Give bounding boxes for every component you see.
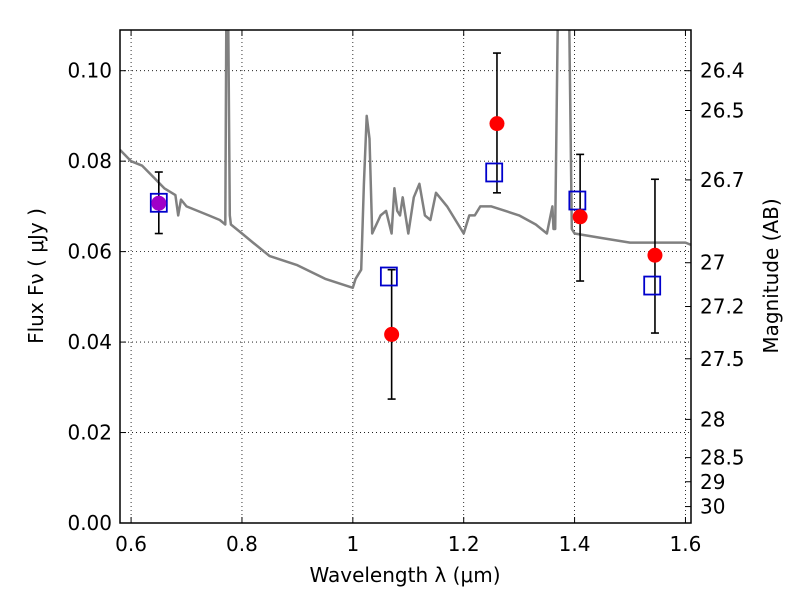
x-tick-label: 1.2 — [448, 532, 480, 556]
y-axis-label: Flux Fν ( μJy ) — [24, 208, 48, 344]
x-axis-label: Wavelength λ (μm) — [309, 563, 500, 587]
model-point — [643, 275, 662, 296]
x-tick-label: 1 — [346, 532, 359, 556]
mag-tick-label: 28.5 — [700, 446, 745, 470]
x-tick-label: 1.4 — [559, 532, 591, 556]
data-points-layer — [149, 52, 663, 400]
observed-point — [384, 326, 400, 342]
y-tick-label: 0.10 — [67, 59, 112, 83]
mag-tick-label: 29 — [700, 470, 725, 494]
x-tick-label: 0.6 — [115, 532, 147, 556]
y-tick-label: 0.06 — [67, 240, 112, 264]
y-tick-label: 0.00 — [67, 511, 112, 535]
x-tick-label: 1.6 — [670, 532, 702, 556]
grid — [120, 30, 691, 523]
y-tick-label: 0.02 — [67, 421, 112, 445]
mag-tick-label: 28 — [700, 407, 725, 431]
y-tick-label: 0.04 — [67, 330, 112, 354]
mag-tick-label: 27 — [700, 251, 725, 275]
y2-axis-label: Magnitude (AB) — [759, 198, 783, 353]
model-sed-layer — [120, 30, 691, 290]
observed-point — [151, 195, 167, 211]
x-tick-label: 0.8 — [226, 532, 258, 556]
ticks: 0.6 0.8 1 1.2 1.4 1.6 0.00 0.02 0.04 0.06 0.08 0.10… — [67, 30, 745, 556]
observed-point — [572, 209, 588, 225]
observed-point — [489, 116, 505, 132]
plot-frame — [119, 29, 692, 524]
mag-tick-label: 27.2 — [700, 295, 745, 319]
model-sed-line — [120, 30, 691, 290]
model-point — [149, 192, 168, 213]
mag-tick-label: 26.4 — [700, 59, 745, 83]
model-point — [568, 190, 587, 211]
model-point — [379, 266, 398, 287]
model-point — [485, 162, 504, 183]
mag-tick-label: 26.7 — [700, 168, 745, 192]
mag-tick-label: 26.5 — [700, 99, 745, 123]
mag-tick-label: 30 — [700, 495, 725, 519]
observed-point — [647, 247, 663, 263]
mag-tick-label: 27.5 — [700, 347, 745, 371]
y-tick-label: 0.08 — [67, 149, 112, 173]
